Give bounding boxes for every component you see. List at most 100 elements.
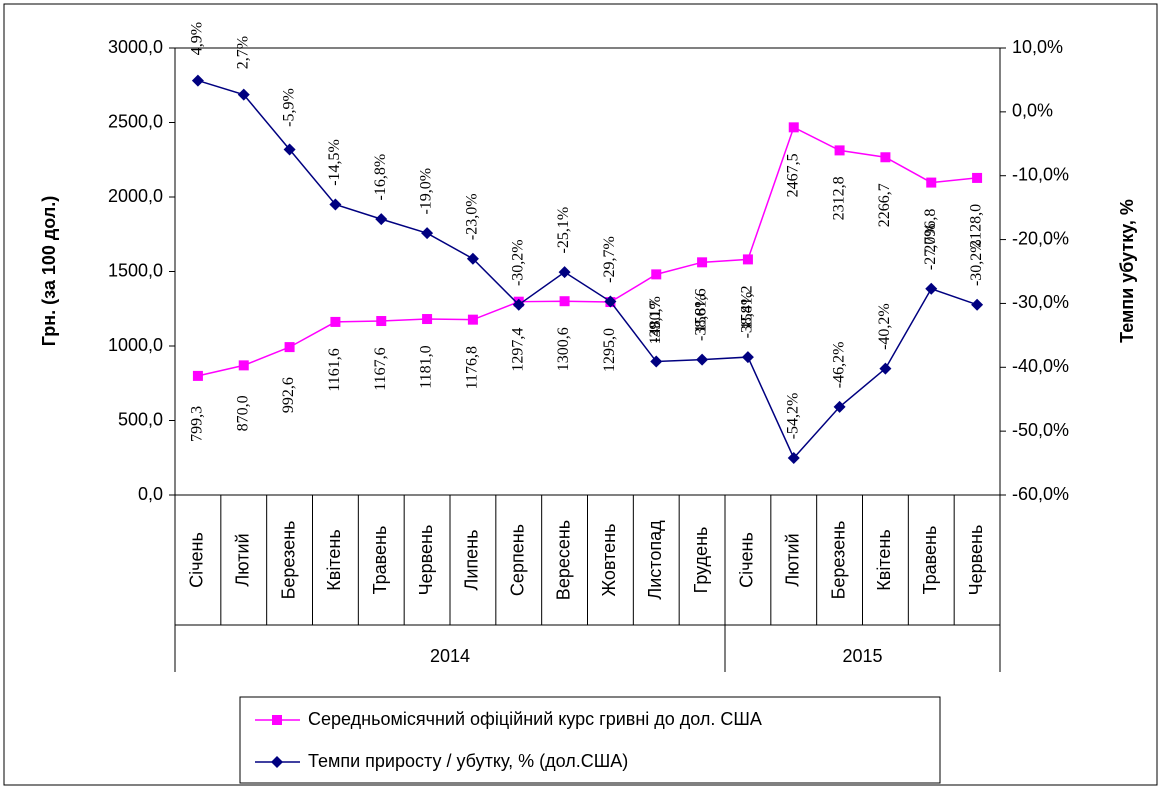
- data-point: [422, 314, 433, 325]
- y-tick-label: 2500,0: [108, 111, 163, 131]
- data-label: 2,7%: [234, 36, 251, 69]
- data-label: 870,0: [234, 395, 251, 431]
- data-point: [697, 257, 708, 268]
- data-label: 1480,7: [647, 300, 664, 344]
- data-label: 799,3: [189, 406, 206, 442]
- data-point: [925, 282, 938, 295]
- x-tick-label: Серпень: [508, 524, 528, 596]
- x-tick-label: Листопад: [645, 520, 665, 600]
- x-tick-label: Жовтень: [599, 524, 619, 597]
- y2-tick-label: -10,0%: [1012, 164, 1069, 184]
- data-point: [742, 254, 753, 265]
- data-label: 2266,7: [876, 183, 893, 227]
- y-tick-label: 0,0: [138, 484, 163, 504]
- data-label: -39,1%: [647, 296, 664, 343]
- data-label: -30,2%: [509, 239, 526, 286]
- data-label: -30,2%: [968, 239, 985, 286]
- y2-tick-label: -50,0%: [1012, 420, 1069, 440]
- data-label: 1161,6: [326, 348, 343, 391]
- x-tick-label: Травень: [920, 526, 940, 595]
- y-tick-label: 1500,0: [108, 260, 163, 280]
- x-tick-label: Квітень: [874, 529, 894, 590]
- legend-box: [239, 696, 941, 784]
- data-point: [376, 316, 387, 327]
- data-point: [972, 172, 983, 183]
- data-point: [741, 351, 754, 364]
- data-point: [329, 198, 342, 211]
- y2-tick-label: -20,0%: [1012, 228, 1069, 248]
- x-tick-label: Грудень: [691, 527, 711, 594]
- y-tick-label: 1000,0: [108, 335, 163, 355]
- data-label: -54,2%: [784, 393, 801, 440]
- data-label: -5,9%: [280, 88, 297, 127]
- data-point: [466, 252, 479, 265]
- y-tick-label: 2000,0: [108, 186, 163, 206]
- data-point: [834, 145, 845, 156]
- data-point: [833, 400, 846, 413]
- data-point: [421, 227, 434, 240]
- data-label: 2312,8: [830, 176, 847, 220]
- data-label: 1581,2: [739, 285, 756, 329]
- chart-frame: [3, 3, 1158, 786]
- year-label: 2014: [430, 646, 470, 666]
- data-point: [971, 298, 984, 311]
- data-point: [467, 314, 478, 325]
- data-point: [651, 269, 662, 280]
- data-label: 1176,8: [464, 346, 481, 389]
- series-line: [197, 126, 978, 377]
- data-point: [283, 143, 296, 156]
- y2-tick-label: -30,0%: [1012, 292, 1069, 312]
- legend-label: Темпи приросту / убутку, % (дол.США): [308, 751, 628, 771]
- data-label: 1300,6: [555, 327, 572, 371]
- x-tick-label: Вересень: [553, 520, 573, 600]
- y2-tick-label: -40,0%: [1012, 356, 1069, 376]
- data-point: [696, 353, 709, 366]
- data-point: [650, 355, 663, 368]
- data-label: -38,4%: [739, 292, 756, 339]
- series-line: [197, 79, 978, 460]
- x-tick-label: Лютий: [233, 533, 253, 586]
- legend-marker: [271, 756, 283, 768]
- data-point: [880, 152, 891, 163]
- y-axis-title: Грн. (за 100 дол.): [39, 196, 59, 347]
- y-tick-label: 500,0: [118, 409, 163, 429]
- x-tick-label: Січень: [737, 532, 757, 588]
- data-label: -14,5%: [326, 139, 343, 186]
- data-label: 992,6: [280, 377, 297, 413]
- x-tick-label: Червень: [966, 525, 986, 596]
- x-tick-label: Березень: [278, 521, 298, 600]
- x-tick-label: Березень: [828, 521, 848, 600]
- data-label: -29,7%: [601, 236, 618, 283]
- data-label: 2096,8: [922, 209, 939, 253]
- y2-tick-label: -60,0%: [1012, 484, 1069, 504]
- data-label: -27,7%: [922, 223, 939, 270]
- data-point: [284, 342, 295, 353]
- data-point: [192, 370, 203, 381]
- year-label: 2015: [842, 646, 882, 666]
- legend-marker: [272, 715, 282, 725]
- data-label: 1181,0: [418, 345, 435, 388]
- data-label: 1561,6: [693, 288, 710, 332]
- data-label: -16,8%: [372, 154, 389, 201]
- x-tick-label: Червень: [416, 525, 436, 596]
- x-tick-label: Лютий: [783, 533, 803, 586]
- data-point: [787, 451, 800, 464]
- x-tick-label: Липень: [462, 530, 482, 591]
- data-label: -25,1%: [555, 207, 572, 254]
- data-point: [191, 74, 204, 87]
- y-tick-label: 3000,0: [108, 37, 163, 57]
- data-label: -40,2%: [876, 303, 893, 350]
- data-point: [926, 177, 937, 188]
- data-label: 4,9%: [189, 22, 206, 55]
- data-label: 1167,6: [372, 347, 389, 390]
- data-label: -23,0%: [464, 193, 481, 240]
- data-label: 2467,5: [784, 153, 801, 197]
- data-label: -19,0%: [418, 168, 435, 215]
- y2-axis-title: Темпи убутку, %: [1117, 199, 1137, 343]
- y2-tick-label: 0,0%: [1012, 101, 1053, 121]
- legend-label: Середньомісячний офіційний курс гривні д…: [308, 709, 762, 729]
- data-point: [604, 295, 617, 308]
- x-tick-label: Січень: [187, 532, 207, 588]
- data-point: [879, 362, 892, 375]
